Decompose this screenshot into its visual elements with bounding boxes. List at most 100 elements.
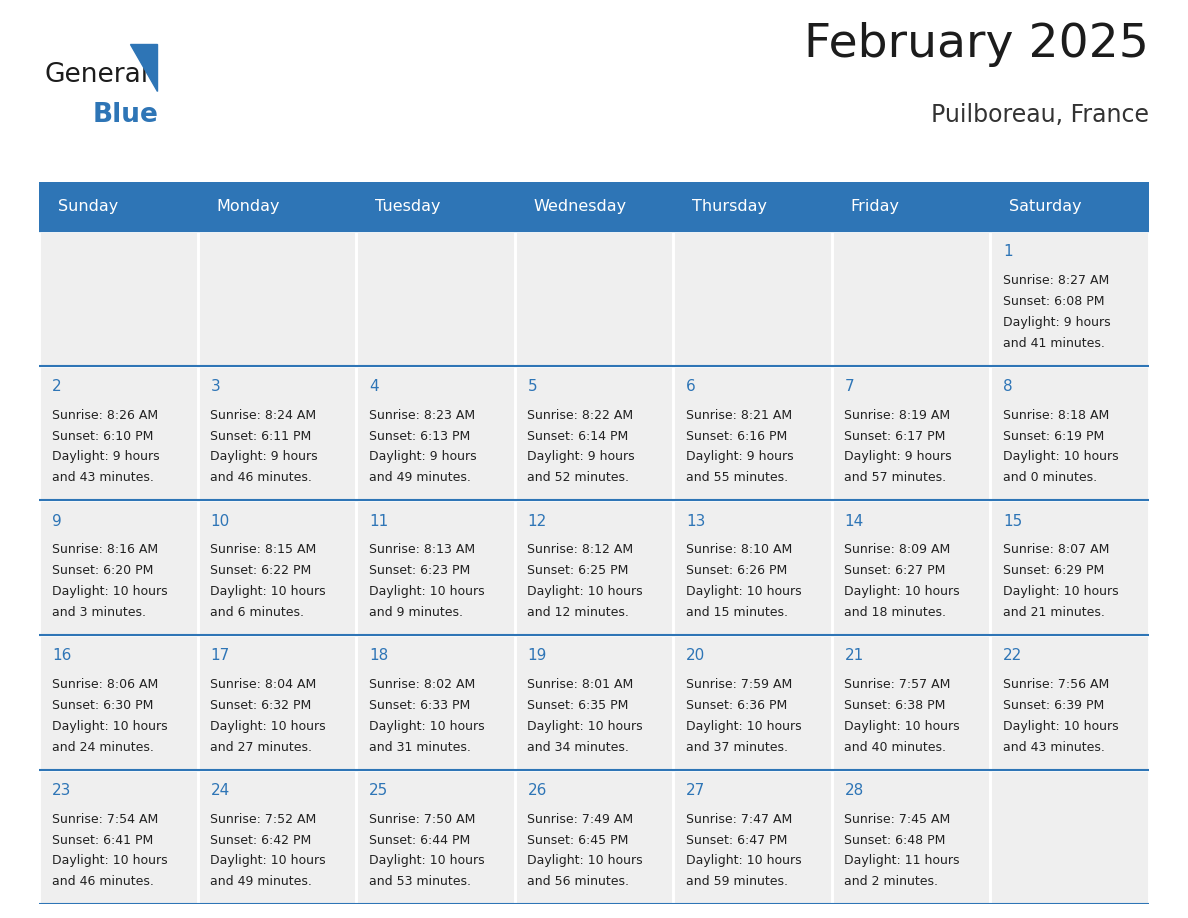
FancyBboxPatch shape: [514, 231, 674, 365]
FancyBboxPatch shape: [39, 231, 197, 365]
Text: Sunset: 6:45 PM: Sunset: 6:45 PM: [527, 834, 628, 846]
FancyBboxPatch shape: [832, 635, 991, 769]
Text: Sunrise: 7:50 AM: Sunrise: 7:50 AM: [369, 812, 475, 825]
Text: Sunset: 6:47 PM: Sunset: 6:47 PM: [685, 834, 788, 846]
Text: and 46 minutes.: and 46 minutes.: [52, 875, 153, 889]
Text: Sunrise: 7:45 AM: Sunrise: 7:45 AM: [845, 812, 950, 825]
Text: Daylight: 10 hours: Daylight: 10 hours: [52, 720, 168, 733]
Text: and 49 minutes.: and 49 minutes.: [210, 875, 312, 889]
Text: Sunrise: 8:27 AM: Sunrise: 8:27 AM: [1003, 274, 1110, 287]
Text: 5: 5: [527, 379, 537, 394]
FancyBboxPatch shape: [514, 769, 674, 904]
Text: Daylight: 11 hours: Daylight: 11 hours: [845, 855, 960, 868]
Text: Daylight: 10 hours: Daylight: 10 hours: [685, 855, 802, 868]
Text: Sunset: 6:36 PM: Sunset: 6:36 PM: [685, 699, 788, 711]
Text: Daylight: 10 hours: Daylight: 10 hours: [369, 585, 485, 598]
FancyBboxPatch shape: [356, 365, 514, 500]
Text: Daylight: 10 hours: Daylight: 10 hours: [845, 720, 960, 733]
Text: Sunrise: 8:23 AM: Sunrise: 8:23 AM: [369, 409, 475, 421]
Text: Sunrise: 7:52 AM: Sunrise: 7:52 AM: [210, 812, 317, 825]
Text: and 9 minutes.: and 9 minutes.: [369, 606, 463, 619]
Text: and 49 minutes.: and 49 minutes.: [369, 471, 470, 485]
Text: and 59 minutes.: and 59 minutes.: [685, 875, 788, 889]
Text: Wednesday: Wednesday: [533, 199, 627, 214]
FancyBboxPatch shape: [674, 365, 832, 500]
Text: 28: 28: [845, 783, 864, 798]
Text: Blue: Blue: [93, 102, 158, 128]
Text: Sunrise: 8:18 AM: Sunrise: 8:18 AM: [1003, 409, 1110, 421]
Text: Sunrise: 8:09 AM: Sunrise: 8:09 AM: [845, 543, 950, 556]
Text: 11: 11: [369, 514, 388, 529]
Text: and 56 minutes.: and 56 minutes.: [527, 875, 630, 889]
Text: 2: 2: [52, 379, 62, 394]
Text: Sunset: 6:11 PM: Sunset: 6:11 PM: [210, 430, 311, 442]
Text: Sunrise: 7:47 AM: Sunrise: 7:47 AM: [685, 812, 792, 825]
Text: and 52 minutes.: and 52 minutes.: [527, 471, 630, 485]
Text: 8: 8: [1003, 379, 1012, 394]
Text: and 57 minutes.: and 57 minutes.: [845, 471, 947, 485]
Text: and 37 minutes.: and 37 minutes.: [685, 741, 788, 754]
Text: Sunset: 6:16 PM: Sunset: 6:16 PM: [685, 430, 788, 442]
Text: Sunset: 6:17 PM: Sunset: 6:17 PM: [845, 430, 946, 442]
Text: 24: 24: [210, 783, 229, 798]
Text: and 12 minutes.: and 12 minutes.: [527, 606, 630, 619]
Text: Sunset: 6:39 PM: Sunset: 6:39 PM: [1003, 699, 1104, 711]
Text: 14: 14: [845, 514, 864, 529]
FancyBboxPatch shape: [832, 769, 991, 904]
Text: 26: 26: [527, 783, 546, 798]
Text: Daylight: 10 hours: Daylight: 10 hours: [1003, 585, 1119, 598]
Text: Sunset: 6:23 PM: Sunset: 6:23 PM: [369, 565, 470, 577]
FancyBboxPatch shape: [39, 769, 197, 904]
Text: and 43 minutes.: and 43 minutes.: [1003, 741, 1105, 754]
Text: 12: 12: [527, 514, 546, 529]
Text: Sunrise: 7:59 AM: Sunrise: 7:59 AM: [685, 678, 792, 691]
FancyBboxPatch shape: [514, 635, 674, 769]
Text: Sunset: 6:41 PM: Sunset: 6:41 PM: [52, 834, 153, 846]
FancyBboxPatch shape: [674, 500, 832, 635]
Text: Daylight: 10 hours: Daylight: 10 hours: [210, 720, 326, 733]
Text: Sunset: 6:44 PM: Sunset: 6:44 PM: [369, 834, 470, 846]
Text: Sunrise: 8:24 AM: Sunrise: 8:24 AM: [210, 409, 316, 421]
FancyBboxPatch shape: [832, 500, 991, 635]
Text: Daylight: 10 hours: Daylight: 10 hours: [52, 855, 168, 868]
FancyBboxPatch shape: [197, 500, 356, 635]
Text: 10: 10: [210, 514, 229, 529]
Text: and 40 minutes.: and 40 minutes.: [845, 741, 947, 754]
FancyBboxPatch shape: [991, 500, 1149, 635]
Text: 20: 20: [685, 648, 706, 664]
Text: Daylight: 10 hours: Daylight: 10 hours: [210, 855, 326, 868]
Text: Sunset: 6:20 PM: Sunset: 6:20 PM: [52, 565, 153, 577]
Text: Daylight: 9 hours: Daylight: 9 hours: [1003, 316, 1111, 329]
FancyBboxPatch shape: [832, 365, 991, 500]
Text: Daylight: 10 hours: Daylight: 10 hours: [369, 720, 485, 733]
Text: Daylight: 10 hours: Daylight: 10 hours: [527, 855, 643, 868]
FancyBboxPatch shape: [197, 635, 356, 769]
Text: Sunset: 6:30 PM: Sunset: 6:30 PM: [52, 699, 153, 711]
Text: 27: 27: [685, 783, 706, 798]
Text: Sunset: 6:32 PM: Sunset: 6:32 PM: [210, 699, 311, 711]
Text: February 2025: February 2025: [804, 22, 1149, 67]
FancyBboxPatch shape: [674, 769, 832, 904]
Text: Sunset: 6:33 PM: Sunset: 6:33 PM: [369, 699, 470, 711]
Text: 18: 18: [369, 648, 388, 664]
Text: Daylight: 10 hours: Daylight: 10 hours: [1003, 720, 1119, 733]
Text: Sunset: 6:35 PM: Sunset: 6:35 PM: [527, 699, 628, 711]
FancyBboxPatch shape: [832, 231, 991, 365]
Polygon shape: [129, 44, 157, 91]
Text: and 0 minutes.: and 0 minutes.: [1003, 471, 1097, 485]
Text: Sunset: 6:42 PM: Sunset: 6:42 PM: [210, 834, 311, 846]
Text: and 41 minutes.: and 41 minutes.: [1003, 337, 1105, 350]
FancyBboxPatch shape: [514, 365, 674, 500]
Text: and 53 minutes.: and 53 minutes.: [369, 875, 470, 889]
Text: Sunset: 6:13 PM: Sunset: 6:13 PM: [369, 430, 470, 442]
Text: 25: 25: [369, 783, 388, 798]
FancyBboxPatch shape: [39, 365, 197, 500]
FancyBboxPatch shape: [356, 231, 514, 365]
Text: Sunset: 6:26 PM: Sunset: 6:26 PM: [685, 565, 788, 577]
Text: and 18 minutes.: and 18 minutes.: [845, 606, 947, 619]
Text: Sunrise: 8:16 AM: Sunrise: 8:16 AM: [52, 543, 158, 556]
Text: 17: 17: [210, 648, 229, 664]
Text: 6: 6: [685, 379, 696, 394]
Text: and 3 minutes.: and 3 minutes.: [52, 606, 146, 619]
Text: Daylight: 10 hours: Daylight: 10 hours: [685, 720, 802, 733]
